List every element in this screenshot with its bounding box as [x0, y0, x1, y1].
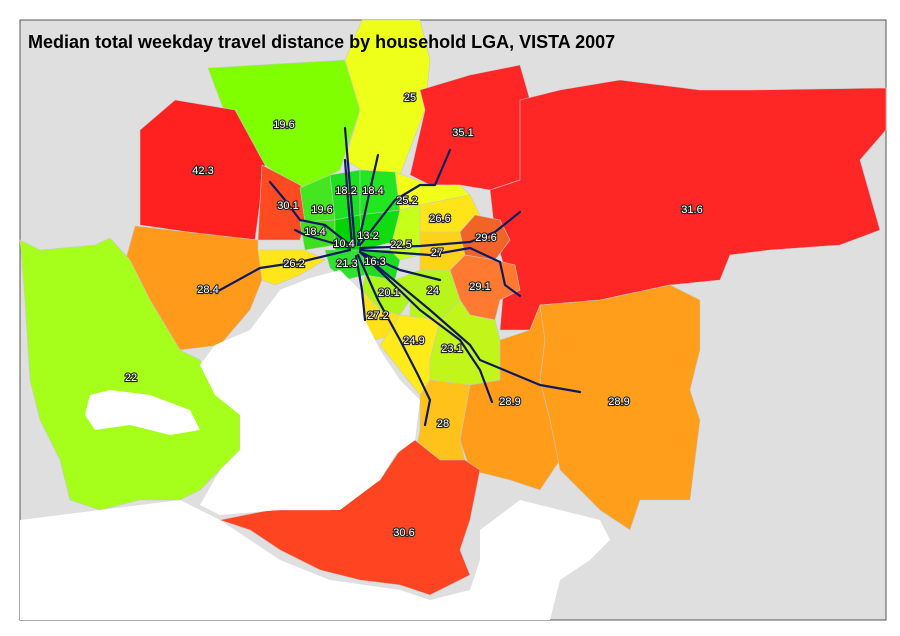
region-label: 28.9 [499, 396, 520, 408]
region-label: 18.4 [362, 185, 383, 197]
region-label: 35.1 [452, 127, 473, 139]
region-label: 24.9 [403, 335, 424, 347]
region-label: 29.6 [475, 232, 496, 244]
region-label: 21.3 [336, 258, 357, 270]
regions [19, 19, 887, 596]
region-label: 26.6 [429, 213, 450, 225]
rail-line [218, 248, 352, 292]
region-label: 30.1 [277, 200, 298, 212]
region-label: 19.6 [311, 204, 332, 216]
region-label: 23.1 [441, 343, 462, 355]
region-label: 30.6 [393, 527, 414, 539]
rail-line [343, 126, 357, 247]
region-label: 28 [437, 418, 449, 430]
rail-line [293, 228, 352, 250]
region [539, 284, 701, 531]
region-label: 16.3 [364, 256, 385, 268]
map-title: Median total weekday travel distance by … [28, 32, 615, 52]
region [324, 249, 366, 281]
region-label: 27.2 [367, 310, 388, 322]
region-label: 13.2 [357, 230, 378, 242]
region-label: 22.5 [390, 239, 411, 251]
region-label: 24 [427, 285, 439, 297]
rail-line [354, 254, 367, 322]
region-label: 20.1 [378, 287, 399, 299]
rail-line [356, 153, 380, 247]
rail-line [358, 250, 582, 394]
rail-line [358, 246, 522, 298]
region-label: 25.2 [396, 195, 417, 207]
labels: 19.6 25 35.1 42.3 31.6 30.1 18.2 18.4 19.6 25.2 26… [124, 91, 704, 540]
rail-line [358, 148, 452, 247]
region-label: 29.1 [469, 281, 490, 293]
rail-line [358, 210, 522, 250]
region-label: 26.2 [283, 258, 304, 270]
region-label: 22 [125, 372, 137, 384]
region-label: 28.9 [608, 396, 629, 408]
rail-line [356, 253, 432, 427]
region-label: 25 [404, 92, 416, 104]
rail-line [358, 250, 442, 282]
region-label: 42.3 [192, 165, 213, 177]
bay [85, 390, 200, 435]
region-label: 18.4 [304, 226, 325, 238]
region-label: 10.4 [333, 238, 354, 250]
region-label: 18.2 [335, 185, 356, 197]
bay [200, 270, 420, 515]
rail-line [268, 180, 352, 247]
region-label: 27 [431, 247, 443, 259]
region-label: 19.6 [273, 119, 294, 131]
region-label: 28.4 [197, 284, 218, 296]
region [344, 19, 431, 176]
rail-line [358, 250, 494, 404]
rail-lines [218, 126, 582, 427]
rail-line [343, 158, 354, 247]
region [489, 79, 887, 331]
region-label: 31.6 [681, 204, 702, 216]
sea [20, 500, 610, 620]
